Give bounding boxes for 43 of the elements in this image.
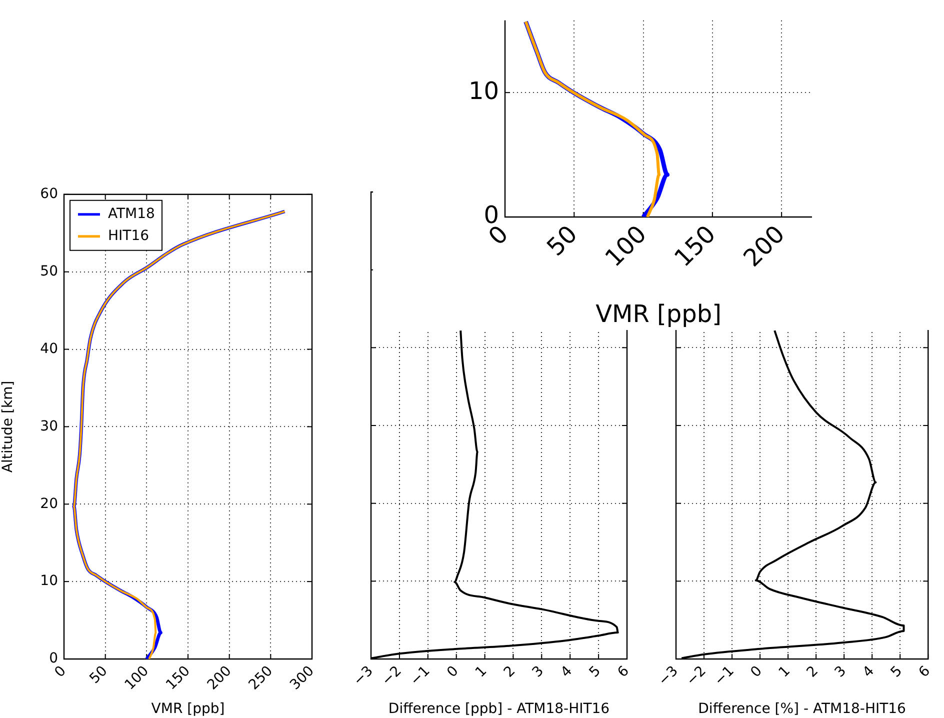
y-tick-label: 60 <box>40 186 58 202</box>
x-tick-label: −3 <box>350 663 376 689</box>
x-axis-title: VMR [ppb] <box>596 300 722 328</box>
x-tick-label: 6 <box>916 662 934 681</box>
x-tick-label: 100 <box>122 663 152 694</box>
x-tick-label: 2 <box>501 663 519 681</box>
legend-label: HIT16 <box>108 228 150 244</box>
x-tick-label: 3 <box>529 663 548 681</box>
x-tick-label: 5 <box>586 663 604 681</box>
y-axis-title: Altitude [km] <box>0 380 16 473</box>
x-tick-label: 200 <box>204 663 235 694</box>
legend-label: ATM18 <box>108 206 155 222</box>
x-tick-label: −2 <box>378 663 405 689</box>
x-tick-label: 0 <box>748 663 766 681</box>
x-tick-label: 50 <box>86 663 111 687</box>
y-tick-label: 30 <box>40 418 58 434</box>
x-tick-label: 3 <box>832 663 850 681</box>
x-tick-label: 300 <box>287 663 318 694</box>
x-tick-label: −1 <box>712 663 738 689</box>
x-tick-label: 1 <box>472 663 490 681</box>
y-tick-label: 10 <box>40 573 58 590</box>
x-tick-label: 200 <box>738 220 790 272</box>
x-tick-label: 6 <box>614 662 632 681</box>
x-tick-label: 5 <box>888 663 906 681</box>
y-tick-label: 40 <box>40 340 58 357</box>
x-tick-label: 50 <box>541 220 583 262</box>
x-axis-title: Difference [ppb] - ATM18-HIT16 <box>388 701 610 718</box>
x-tick-label: −1 <box>407 663 434 689</box>
y-tick-label: 10 <box>468 76 499 105</box>
x-tick-label: 2 <box>804 663 822 681</box>
y-tick-label: 20 <box>40 496 58 512</box>
x-tick-label: −2 <box>684 663 710 689</box>
x-tick-label: 100 <box>600 220 652 272</box>
x-tick-label: 0 <box>444 663 462 681</box>
x-tick-label: 250 <box>246 663 276 694</box>
x-axis-title: VMR [ppb] <box>151 701 225 718</box>
x-tick-label: 1 <box>776 663 794 681</box>
x-tick-label: 4 <box>558 662 576 681</box>
x-tick-label: 150 <box>668 220 722 272</box>
x-axis-title: Difference [%] - ATM18-HIT16 <box>698 701 906 718</box>
x-tick-label: 150 <box>163 663 194 694</box>
x-tick-label: −3 <box>655 663 682 689</box>
x-tick-label: 4 <box>860 662 878 681</box>
